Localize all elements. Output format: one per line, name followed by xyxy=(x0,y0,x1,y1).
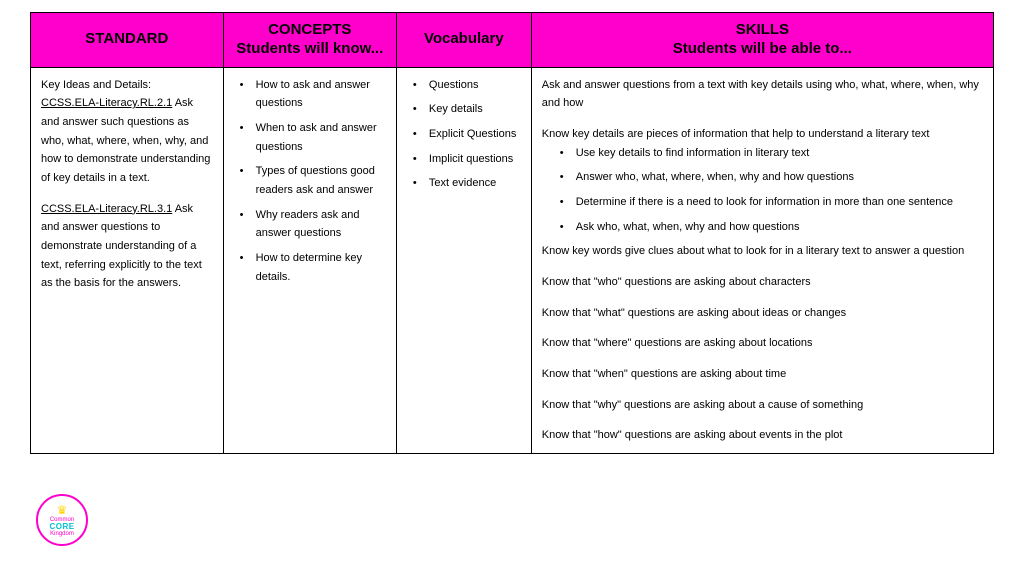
skill-line: Know key details are pieces of informati… xyxy=(542,128,930,140)
concept-text: How to determine key details. xyxy=(256,252,362,283)
concept-text: How to ask and answer questions xyxy=(256,79,370,110)
logo-line3: Kingdom xyxy=(50,531,74,537)
list-item: Use key details to find information in l… xyxy=(542,144,983,163)
header-vocabulary-label: Vocabulary xyxy=(424,30,504,47)
list-item: Key details xyxy=(407,100,521,119)
list-item: When to ask and answer questions xyxy=(234,119,386,156)
list-item: Implicit questions xyxy=(407,150,521,169)
header-standard: STANDARD xyxy=(31,13,224,68)
crown-icon: ♛ xyxy=(57,504,68,516)
header-vocabulary: Vocabulary xyxy=(396,13,531,68)
list-item: Determine if there is a need to look for… xyxy=(542,193,983,212)
standards-table: STANDARD CONCEPTS Students will know... … xyxy=(30,12,994,454)
skill-line: Know that "what" questions are asking ab… xyxy=(542,304,983,323)
vocabulary-list: Questions Key details Explicit Questions… xyxy=(407,76,521,193)
skill-sub-text: Answer who, what, where, when, why and h… xyxy=(576,171,854,183)
concept-text: Why readers ask and answer questions xyxy=(256,209,360,240)
standard-code-2[interactable]: CCSS.ELA-Literacy.RL.3.1 xyxy=(41,203,172,215)
standard-text-2: Ask and answer questions to demonstrate … xyxy=(41,203,202,290)
header-standard-label: STANDARD xyxy=(85,30,168,47)
logo-line2: CORE xyxy=(49,523,74,531)
cell-standard: Key Ideas and Details: CCSS.ELA-Literacy… xyxy=(31,67,224,454)
skill-sub-text: Determine if there is a need to look for… xyxy=(576,196,953,208)
vocab-text: Implicit questions xyxy=(429,153,513,165)
header-row: STANDARD CONCEPTS Students will know... … xyxy=(31,13,994,68)
list-item: Why readers ask and answer questions xyxy=(234,206,386,243)
vocab-text: Explicit Questions xyxy=(429,128,516,140)
cell-skills: Ask and answer questions from a text wit… xyxy=(531,67,993,454)
skill-line: Know that "how" questions are asking abo… xyxy=(542,426,983,445)
brand-logo: ♛ Common CORE Kingdom xyxy=(36,494,88,546)
table-row: Key Ideas and Details: CCSS.ELA-Literacy… xyxy=(31,67,994,454)
standard-text-1: Ask and answer such questions as who, wh… xyxy=(41,97,210,184)
skill-line: Ask and answer questions from a text wit… xyxy=(542,76,983,113)
skill-line: Know that "who" questions are asking abo… xyxy=(542,273,983,292)
cell-vocabulary: Questions Key details Explicit Questions… xyxy=(396,67,531,454)
header-skills: SKILLS Students will be able to... xyxy=(531,13,993,68)
standard-code-1[interactable]: CCSS.ELA-Literacy.RL.2.1 xyxy=(41,97,172,109)
skill-line: Know key words give clues about what to … xyxy=(542,242,983,261)
vocab-text: Key details xyxy=(429,103,483,115)
skill-sub-text: Use key details to find information in l… xyxy=(576,147,810,159)
list-item: Ask who, what, when, why and how questio… xyxy=(542,218,983,237)
cell-concepts: How to ask and answer questions When to … xyxy=(223,67,396,454)
skill-sublist: Use key details to find information in l… xyxy=(542,144,983,237)
header-skills-l1: SKILLS xyxy=(736,21,789,38)
concept-text: Types of questions good readers ask and … xyxy=(256,165,375,196)
list-item: How to determine key details. xyxy=(234,249,386,286)
standard-lead: Key Ideas and Details: xyxy=(41,79,151,91)
header-concepts-l1: CONCEPTS xyxy=(268,21,351,38)
skill-line: Know that "when" questions are asking ab… xyxy=(542,365,983,384)
header-skills-l2: Students will be able to... xyxy=(673,40,852,57)
list-item: Text evidence xyxy=(407,174,521,193)
concept-text: When to ask and answer questions xyxy=(256,122,377,153)
vocab-text: Text evidence xyxy=(429,177,496,189)
concepts-list: How to ask and answer questions When to … xyxy=(234,76,386,287)
list-item: Types of questions good readers ask and … xyxy=(234,162,386,199)
list-item: Answer who, what, where, when, why and h… xyxy=(542,168,983,187)
skill-line: Know that "where" questions are asking a… xyxy=(542,334,983,353)
skill-line: Know that "why" questions are asking abo… xyxy=(542,396,983,415)
list-item: How to ask and answer questions xyxy=(234,76,386,113)
header-concepts-l2: Students will know... xyxy=(236,40,383,57)
skill-sub-text: Ask who, what, when, why and how questio… xyxy=(576,221,800,233)
list-item: Questions xyxy=(407,76,521,95)
list-item: Explicit Questions xyxy=(407,125,521,144)
header-concepts: CONCEPTS Students will know... xyxy=(223,13,396,68)
vocab-text: Questions xyxy=(429,79,479,91)
